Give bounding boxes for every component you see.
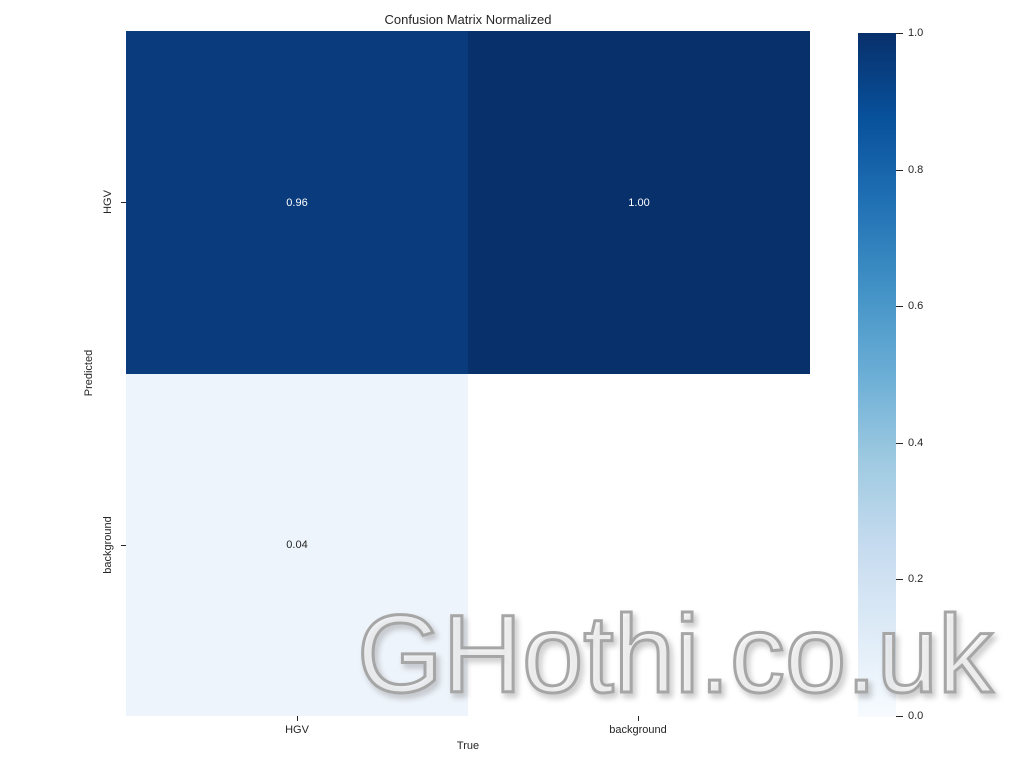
colorbar-tick-mark (896, 579, 903, 580)
cell-annotation: 0.96 (286, 196, 308, 209)
colorbar (858, 33, 896, 717)
colorbar-tick-label: 1.0 (908, 27, 924, 39)
heatmap-cell-r1c0: 0.04 (126, 374, 468, 716)
y-tick-mark (121, 545, 126, 546)
x-tick-label-hgv: HGV (285, 724, 309, 736)
y-tick-mark (121, 202, 126, 203)
colorbar-tick-label: 0.2 (908, 573, 924, 585)
colorbar-tick-label: 0.8 (908, 164, 924, 176)
cell-annotation: 0.04 (286, 539, 308, 551)
colorbar-tick-label: 0.6 (908, 300, 924, 312)
heatmap: 0.96 1.00 0.04 (126, 31, 810, 716)
heatmap-cell-r0c1: 1.00 (468, 31, 810, 374)
y-tick-label-hgv: HGV (102, 190, 114, 214)
x-tick-mark (297, 716, 298, 721)
colorbar-tick-label: 0.0 (908, 710, 924, 722)
heatmap-cell-r1c1 (468, 374, 810, 716)
heatmap-cell-r0c0: 0.96 (126, 31, 468, 374)
chart-title: Confusion Matrix Normalized (384, 12, 552, 27)
cell-annotation: 1.00 (628, 196, 650, 209)
y-tick-label-background: background (102, 516, 114, 574)
x-axis-label: True (456, 740, 480, 752)
colorbar-tick-mark (896, 170, 903, 171)
colorbar-tick-mark (896, 716, 903, 717)
colorbar-tick-mark (896, 443, 903, 444)
x-tick-label-background: background (609, 724, 667, 736)
y-axis-label: Predicted (83, 349, 95, 397)
x-tick-mark (638, 716, 639, 721)
colorbar-tick-label: 0.4 (908, 437, 924, 449)
colorbar-tick-mark (896, 306, 903, 307)
colorbar-tick-mark (896, 33, 903, 34)
